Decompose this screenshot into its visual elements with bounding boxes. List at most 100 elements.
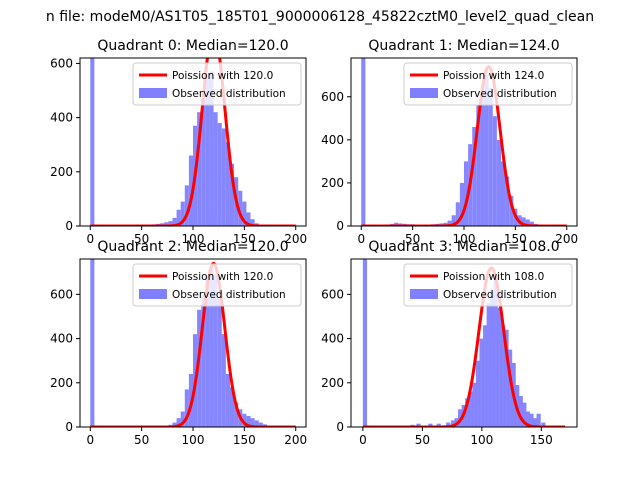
x-tick-label: 200 [284,232,307,246]
histogram-bar [436,423,441,427]
histogram-bar [258,422,263,427]
y-tick-label: 200 [50,165,73,179]
x-tick-label: 0 [86,433,94,447]
x-tick-label: 200 [555,232,578,246]
y-tick-label: 600 [321,90,344,104]
fit-curve-line [362,266,566,427]
y-tick-label: 400 [321,133,344,147]
subplot-title: Quadrant 0: Median=120.0 [97,38,288,54]
histogram-bar [362,259,368,427]
histogram-bar [518,396,523,427]
histogram-bar [361,58,366,226]
y-tick-label: 600 [50,287,73,301]
axes-layer: 0 50 100 150 200 0 200 400 600 Quadrant 0: Median… [50,38,578,447]
legend: Poission with 120.0 Observed distribution [132,62,302,106]
histogram-bar [221,128,226,226]
histogram-bar [475,360,481,427]
histogram-bar [229,163,235,226]
histogram-bar [205,74,210,226]
histogram-bar [447,220,452,226]
histogram-bar [246,415,251,427]
histogram-bar [172,422,177,427]
y-tick-label: 0 [65,219,73,233]
legend: Poission with 108.0 Observed distribution [403,263,573,307]
subplot-quadrant-3: 0 50 100 150 0 200 400 600 Quadrant 3: Median=10… [321,239,578,447]
histogram-bar [484,75,489,226]
histogram-bar [464,161,469,226]
histogram-bar [508,349,513,427]
histogram-bar [472,382,477,427]
histogram-bar [496,139,501,226]
histogram-bar [201,98,206,226]
x-tick-label: 50 [134,232,149,246]
legend-hist-swatch [410,289,438,299]
x-tick-label: 200 [284,433,307,447]
legend-box [132,263,302,307]
plot-area [362,259,566,427]
histogram-bar [472,126,477,226]
legend-fit-label: Poission with 120.0 [172,70,273,82]
histogram-bar [242,201,247,226]
histogram-bar [254,420,259,427]
y-tick-label: 0 [65,420,73,434]
histogram-bar [217,123,222,226]
histogram-bar [521,217,526,226]
histogram-bar [225,142,230,226]
x-tick-label: 100 [453,232,476,246]
histogram-bar [221,334,226,427]
histogram-bar [213,274,218,427]
subplot-title: Quadrant 3: Median=108.0 [368,239,559,255]
y-tick-label: 200 [50,376,73,390]
histogram-bar [209,71,214,226]
histogram-bar [541,422,546,427]
legend-hist-label: Observed distribution [172,289,286,301]
y-tick-label: 200 [321,376,344,390]
x-tick-label: 50 [134,433,149,447]
legend-hist-label: Observed distribution [172,88,286,100]
histogram-bar [455,202,460,226]
legend-hist-swatch [139,88,167,98]
histogram-bar [451,215,456,226]
legend: Poission with 124.0 Observed distribution [403,62,573,106]
histogram-bar [90,259,95,427]
x-tick-label: 100 [182,433,205,447]
histogram-bar [242,413,247,427]
histogram-bar [213,112,218,226]
legend-hist-label: Observed distribution [443,289,557,301]
histogram-bar [394,222,399,226]
histogram-bar [168,221,173,226]
y-tick-label: 600 [50,56,73,70]
histogram-bar [525,219,530,226]
histogram-bar [250,418,255,427]
x-tick-label: 0 [86,232,94,246]
histogram-bar [480,92,485,226]
histogram-bar [225,373,230,427]
histogram-bar [176,209,181,226]
histogram-bar [180,411,185,427]
y-tick-label: 400 [321,332,344,346]
histogram-bar [500,161,506,226]
histogram-bar [525,411,531,427]
legend-hist-label: Observed distribution [443,88,557,100]
histogram-bar [90,58,95,226]
histogram-bar [246,212,251,226]
subplot-title: Quadrant 2: Median=120.0 [97,239,288,255]
histogram-bar [205,276,210,427]
histogram-bar [201,294,206,427]
histogram-bar [229,387,235,427]
legend-hist-swatch [139,289,167,299]
histogram-bar [504,329,509,427]
x-tick-label: 50 [405,232,420,246]
x-tick-label: 100 [182,232,205,246]
histogram-bar [483,325,488,427]
histogram-bar [488,88,493,226]
histogram-bar [536,413,541,427]
legend-fit-label: Poission with 108.0 [443,271,544,283]
histogram-bar [493,274,498,427]
x-tick-label: 150 [233,433,256,447]
histogram-bar [486,303,491,427]
x-tick-label: 50 [415,433,430,447]
histogram-bar [509,195,514,226]
histogram-bar [465,398,470,427]
